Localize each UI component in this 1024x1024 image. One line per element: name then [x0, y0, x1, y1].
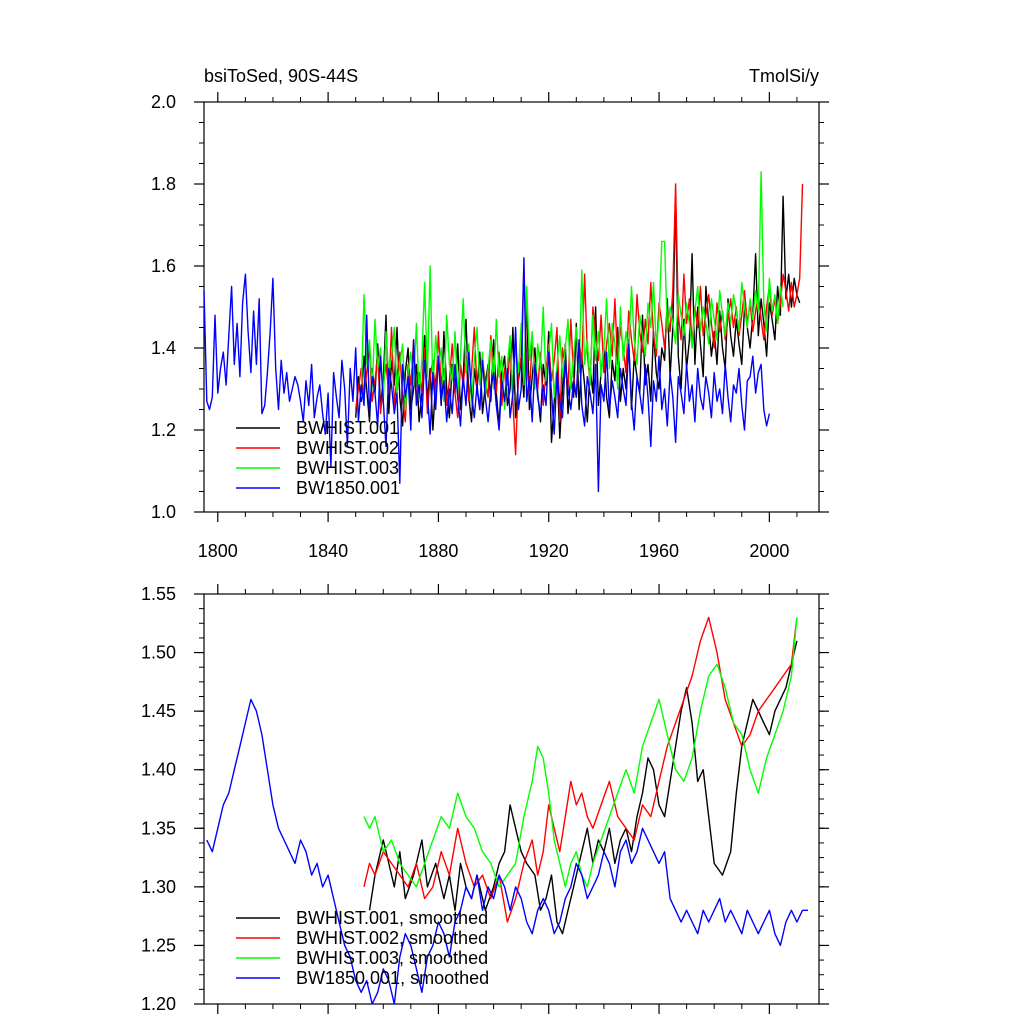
y-tick-label: 1.4 — [151, 338, 176, 358]
series-line-bwhist-003 — [360, 170, 784, 411]
top-axes: 1800 1840 1880 1920 1960 2000 1.0 1.2 1.4 1.6 1.8 2… — [151, 92, 829, 561]
y-tick-label: 1.55 — [141, 584, 176, 604]
y-tick-label: 1.8 — [151, 174, 176, 194]
top-title-left: bsiToSed, 90S-44S — [204, 66, 358, 86]
x-tick-label: 1960 — [639, 541, 679, 561]
bottom-series-layer — [206, 616, 808, 1005]
y-tick-label: 1.30 — [141, 877, 176, 897]
x-tick-label: 2000 — [749, 541, 789, 561]
legend-label: BWHIST.002, smoothed — [296, 928, 488, 948]
y-tick-label: 2.0 — [151, 92, 176, 112]
x-tick-label: 1880 — [418, 541, 458, 561]
x-tick-label: 1920 — [529, 541, 569, 561]
top-series-layer — [203, 170, 804, 493]
y-tick-label: 1.0 — [151, 502, 176, 522]
bottom-panel: 1.20 1.25 1.30 1.35 1.40 1.45 1.50 1.55 BWHIST.… — [141, 584, 829, 1014]
bottom-axes: 1.20 1.25 1.30 1.35 1.40 1.45 1.50 1.55 — [141, 584, 829, 1014]
legend-label: BWHIST.002 — [296, 438, 399, 458]
y-tick-label: 1.2 — [151, 420, 176, 440]
y-tick-label: 1.45 — [141, 701, 176, 721]
x-tick-label: 1840 — [308, 541, 348, 561]
legend-label: BWHIST.003, smoothed — [296, 948, 488, 968]
y-tick-label: 1.20 — [141, 994, 176, 1014]
top-title-right: TmolSi/y — [749, 66, 819, 86]
y-tick-label: 1.35 — [141, 818, 176, 838]
top-panel: bsiToSed, 90S-44S TmolSi/y 1800 1840 1880 1… — [151, 66, 829, 561]
legend-label: BWHIST.001, smoothed — [296, 908, 488, 928]
y-tick-label: 1.40 — [141, 760, 176, 780]
legend-label: BWHIST.001 — [296, 418, 399, 438]
y-tick-label: 1.50 — [141, 643, 176, 663]
x-tick-label: 1800 — [198, 541, 238, 561]
legend-label: BW1850.001 — [296, 478, 400, 498]
y-tick-label: 1.6 — [151, 256, 176, 276]
series-line-bw1850-001 — [203, 257, 771, 493]
legend-label: BW1850.001, smoothed — [296, 968, 489, 988]
y-tick-label: 1.25 — [141, 935, 176, 955]
series-line-bw1850-001-smoothed — [206, 698, 808, 1005]
series-line-bwhist-003-smoothed — [363, 617, 798, 888]
legend-label: BWHIST.003 — [296, 458, 399, 478]
